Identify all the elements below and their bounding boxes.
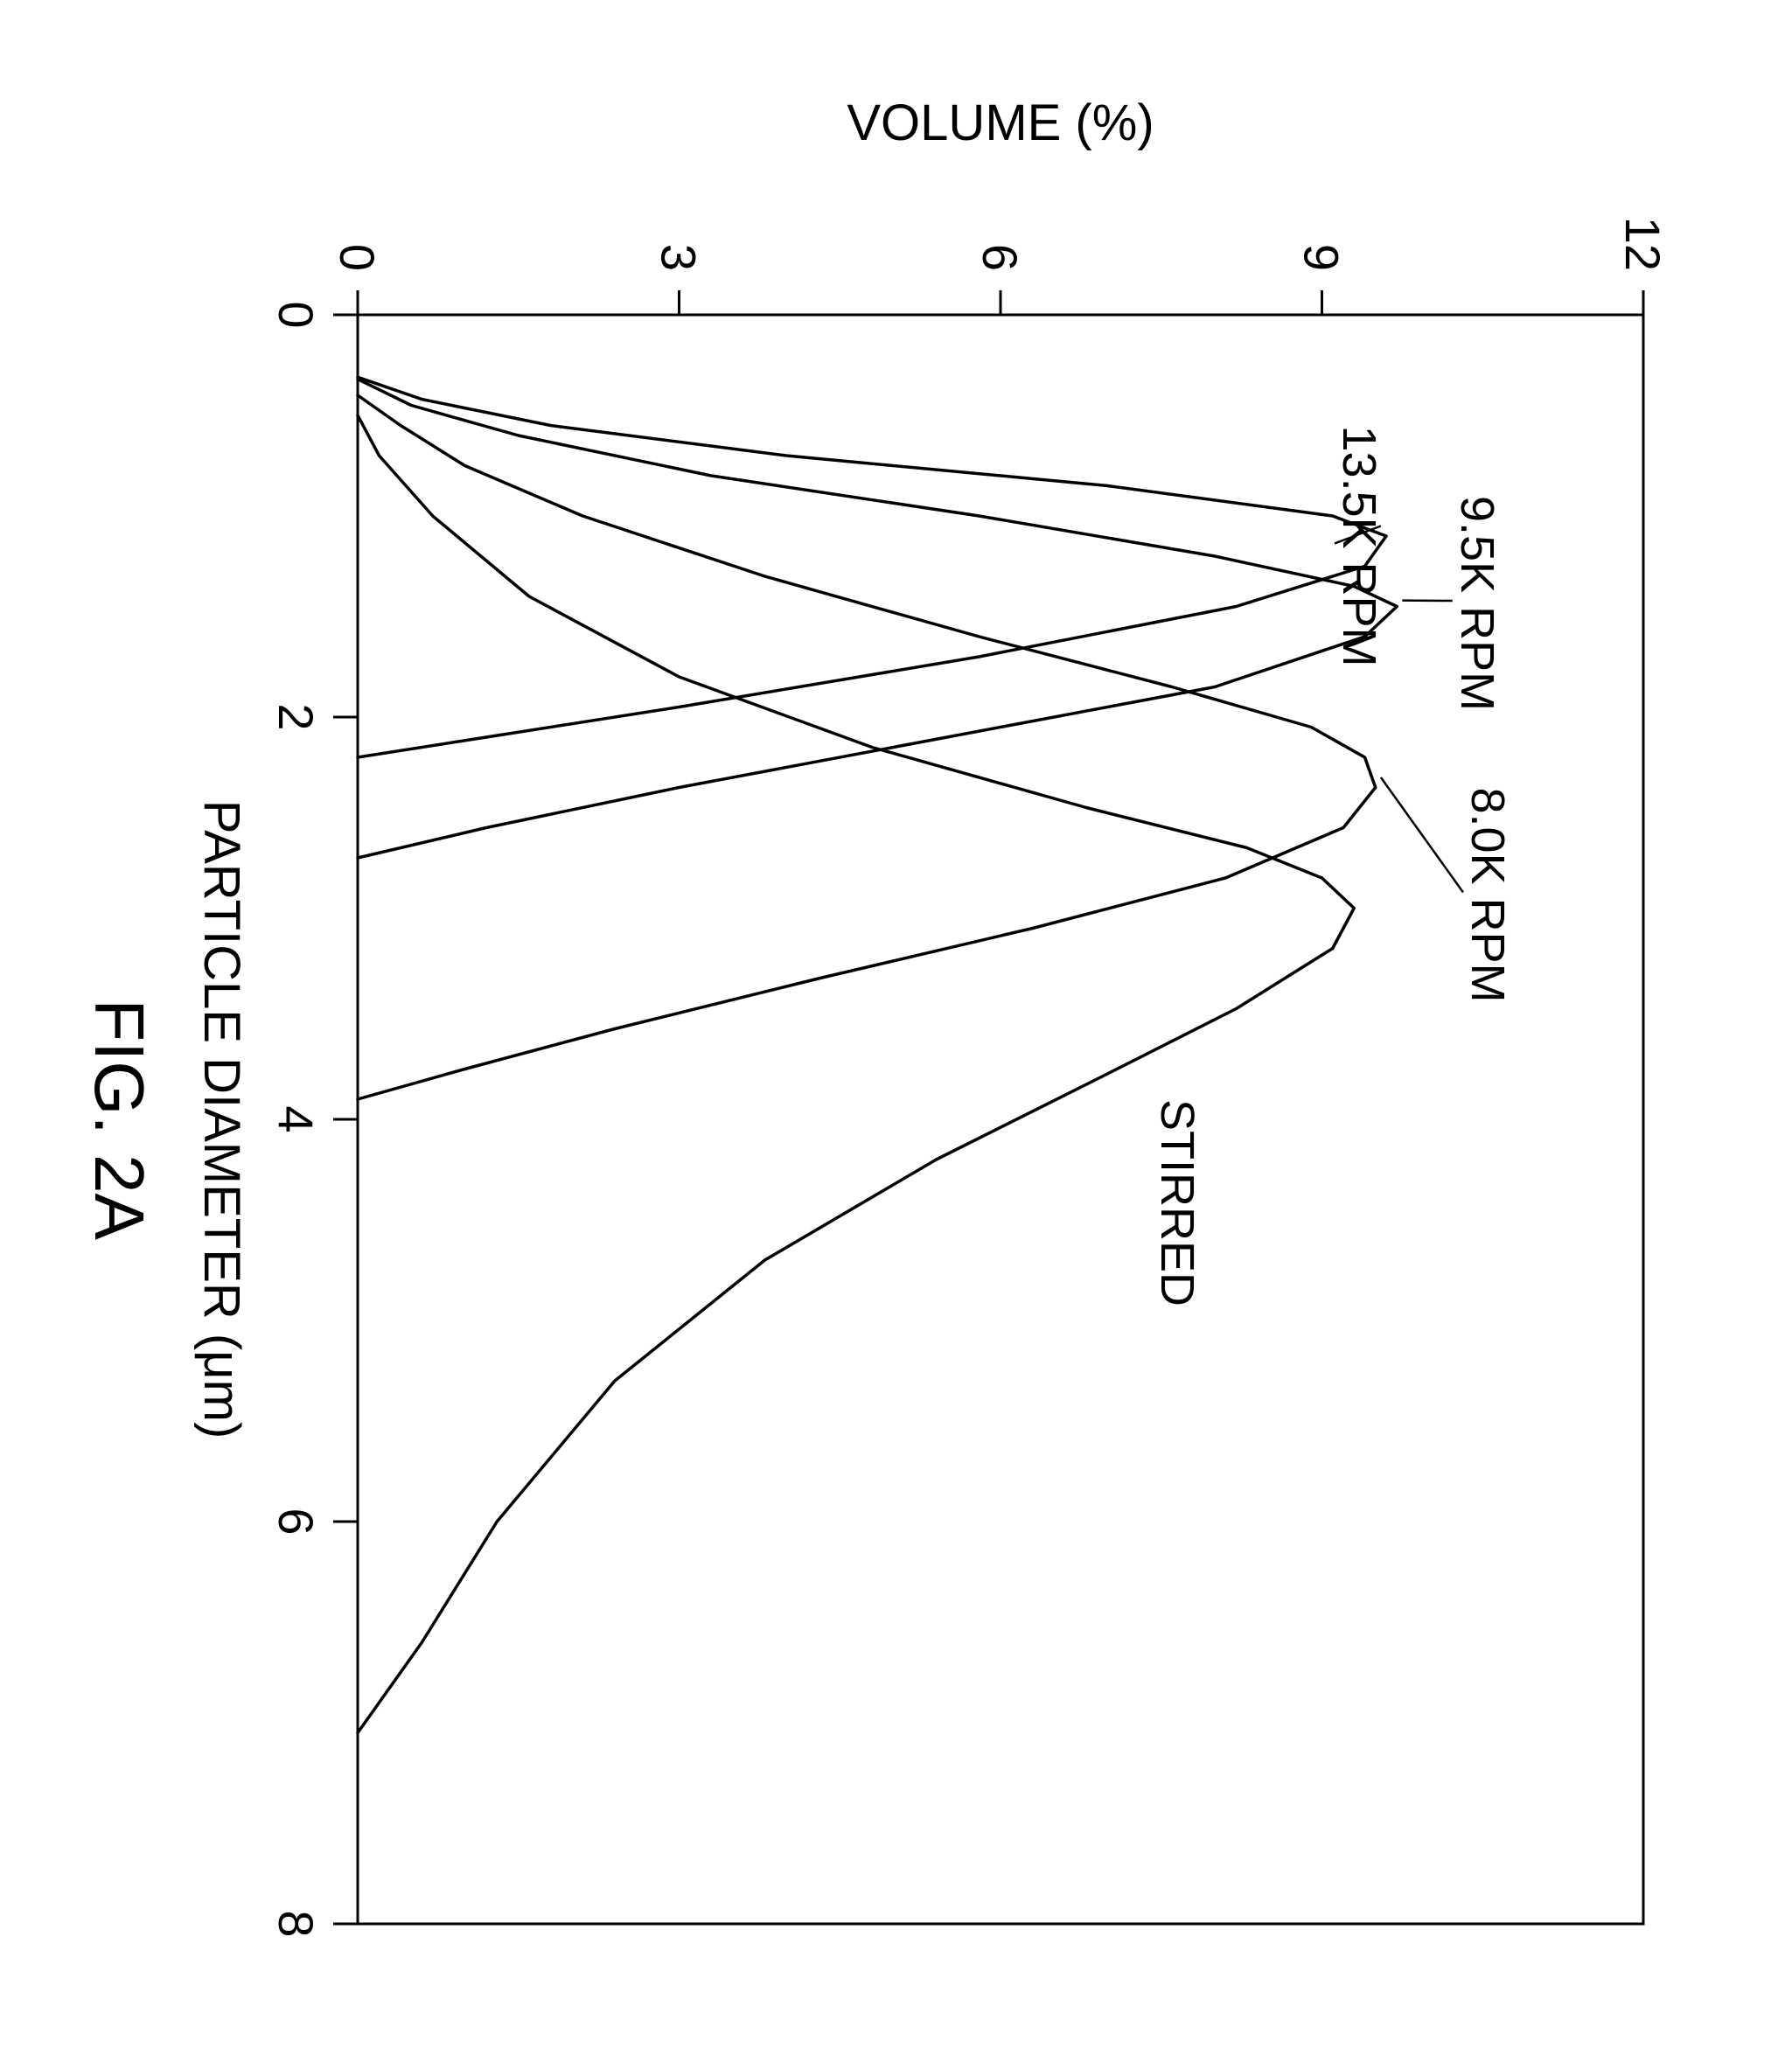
series-label: 9.5K RPM [1451,496,1503,711]
x-tick-label: 2 [268,703,324,730]
x-ticks [333,315,358,1924]
x-tick-label: 0 [268,301,324,328]
figure-caption: FIG. 2A [80,999,158,1240]
particle-diameter-chart: 0 2 4 6 8 0 3 6 9 12 PARTICLE DIAMETER (μm) VOLU… [0,0,1792,2069]
y-tick-label: 9 [1294,244,1349,271]
annotations-group: 13.5K RPM 9.5K RPM 8.0K RPM STIRRED [1151,426,1514,1307]
series-label: STIRRED [1151,1099,1203,1306]
x-tick-label: 8 [268,1910,324,1937]
chart-rotated-wrapper: 02468 036912 PARTICLE DIAMETER (μm) VOLU… [0,0,1792,1792]
y-tick-labels: 0 3 6 9 12 [330,217,1670,271]
x-tick-label: 6 [268,1508,324,1535]
x-tick-label: 4 [268,1105,324,1132]
y-axis-label: VOLUME (%) [847,94,1154,151]
y-ticks [358,290,1643,315]
series-label: 13.5K RPM [1333,426,1385,667]
y-tick-label: 6 [973,244,1028,271]
x-tick-labels: 0 2 4 6 8 [268,301,324,1937]
y-tick-label: 0 [330,244,385,271]
leader-line [1381,777,1463,893]
y-tick-label: 12 [1615,217,1670,271]
y-tick-label: 3 [652,244,707,271]
series-9.5k-rpm [358,380,1397,858]
series-group [358,377,1397,1732]
x-axis-label: PARTICLE DIAMETER (μm) [193,800,250,1439]
series-label: 8.0K RPM [1461,788,1514,1003]
